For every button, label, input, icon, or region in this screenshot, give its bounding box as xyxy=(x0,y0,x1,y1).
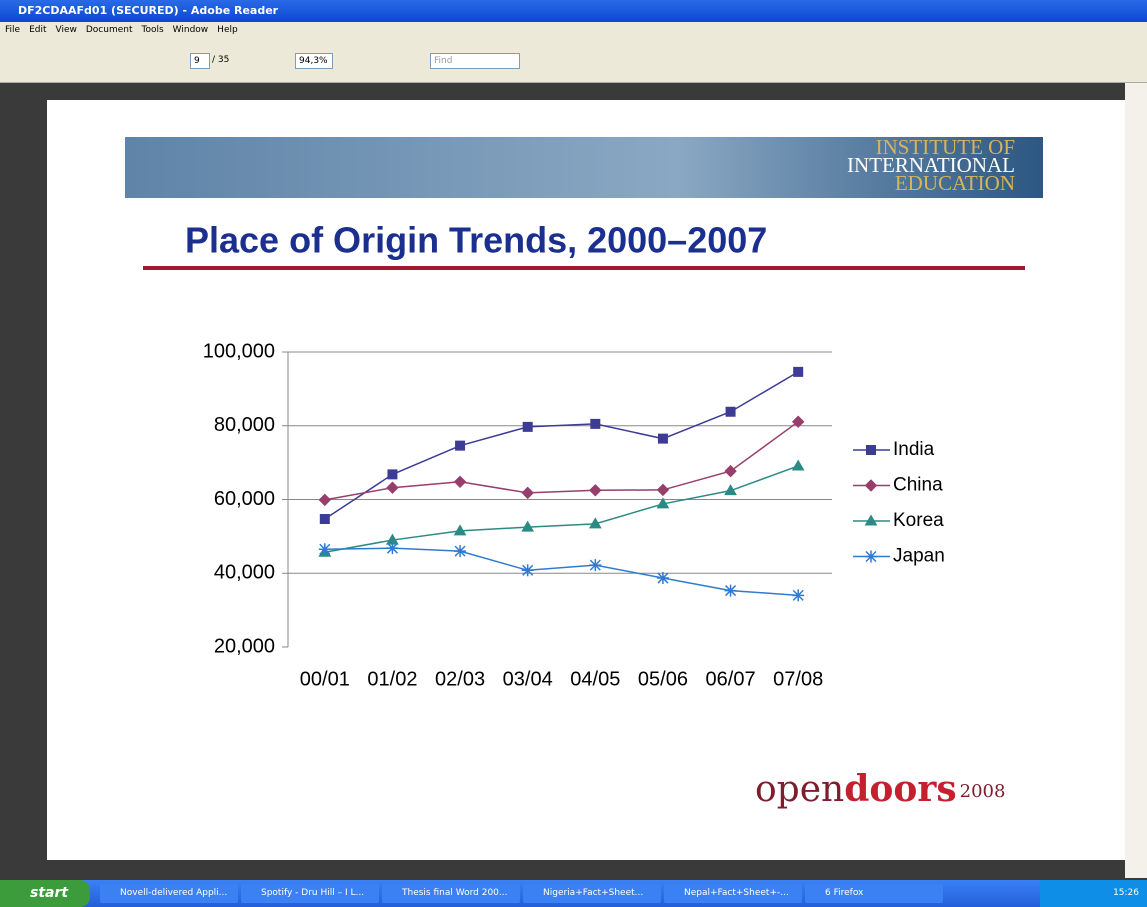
legend-label: Korea xyxy=(893,510,944,531)
data-point xyxy=(386,542,398,554)
chart: 20,000 40,000 60,000 80,000 100,000 00/01 01/0… xyxy=(203,340,945,690)
logo-doors: doors xyxy=(844,768,956,810)
taskbar: start Novell-delivered Appli...Spotify -… xyxy=(0,880,1147,907)
data-point xyxy=(725,466,736,477)
data-point xyxy=(590,485,601,496)
data-point xyxy=(657,484,668,495)
logo-open: open xyxy=(755,769,844,810)
legend-label: China xyxy=(893,475,943,496)
data-point xyxy=(319,494,330,505)
series-line xyxy=(325,548,798,595)
data-point xyxy=(456,441,465,450)
task-button[interactable]: Nigeria+Fact+Sheet... xyxy=(523,884,661,903)
data-point xyxy=(726,407,735,416)
x-tick-label: 01/02 xyxy=(367,668,417,690)
data-point xyxy=(523,422,532,431)
slide: INSTITUTE OF INTERNATIONAL EDUCATION Pla… xyxy=(0,0,1147,880)
task-button[interactable]: Spotify - Dru Hill – I L... xyxy=(241,884,379,903)
task-button[interactable]: Thesis final Word 200... xyxy=(382,884,520,903)
legend-label: India xyxy=(893,439,935,460)
slide-title: Place of Origin Trends, 2000–2007 xyxy=(185,220,767,261)
data-point xyxy=(455,476,466,487)
data-point xyxy=(658,434,667,443)
series-line xyxy=(325,372,798,519)
data-point xyxy=(522,487,533,498)
logo-year: 2008 xyxy=(960,781,1006,802)
legend-label: Japan xyxy=(893,546,945,567)
x-tick-label: 00/01 xyxy=(300,668,350,690)
screen: DF2CDAAFd01 (SECURED) - Adobe Reader Fil… xyxy=(0,0,1147,907)
x-tick-label: 05/06 xyxy=(638,668,688,690)
data-point xyxy=(589,559,601,571)
clock: 15:26 xyxy=(1113,888,1139,898)
y-tick-label: 80,000 xyxy=(214,414,275,436)
y-tick-label: 20,000 xyxy=(214,635,275,657)
task-button[interactable]: Novell-delivered Appli... xyxy=(100,884,238,903)
x-tick-label: 03/04 xyxy=(503,668,553,690)
data-point xyxy=(387,482,398,493)
task-button[interactable]: 6 Firefox xyxy=(805,884,943,903)
y-tick-label: 40,000 xyxy=(214,562,275,584)
start-button[interactable]: start xyxy=(0,880,90,907)
data-point xyxy=(591,419,600,428)
data-point xyxy=(522,564,534,576)
data-point xyxy=(319,543,331,555)
task-button[interactable]: Nepal+Fact+Sheet+-... xyxy=(664,884,802,903)
title-rule xyxy=(143,266,1025,270)
data-point xyxy=(794,367,803,376)
x-tick-label: 06/07 xyxy=(706,668,756,690)
data-point xyxy=(793,460,804,470)
data-point xyxy=(657,572,669,584)
x-tick-label: 02/03 xyxy=(435,668,485,690)
data-point xyxy=(320,515,329,524)
legend-marker xyxy=(867,446,876,455)
x-tick-label: 07/08 xyxy=(773,668,823,690)
legend-marker xyxy=(865,551,877,563)
data-point xyxy=(454,545,466,557)
y-tick-label: 60,000 xyxy=(214,488,275,510)
tray: 15:26 xyxy=(1040,880,1147,907)
data-point xyxy=(388,470,397,479)
data-point xyxy=(792,589,804,601)
y-tick-label: 100,000 xyxy=(203,340,275,362)
banner-text: EDUCATION xyxy=(895,171,1015,195)
legend-marker xyxy=(866,480,877,491)
x-tick-label: 04/05 xyxy=(570,668,620,690)
data-point xyxy=(725,585,737,597)
